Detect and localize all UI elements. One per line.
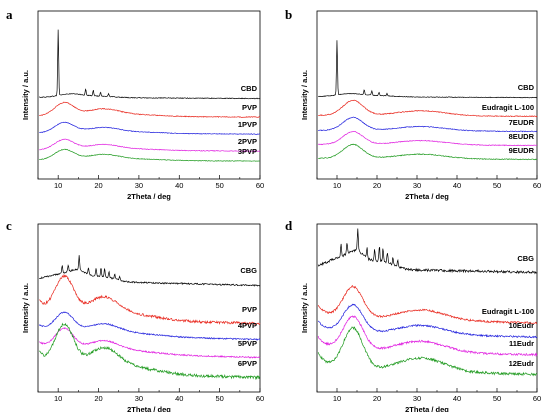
series-line: [39, 121, 261, 135]
x-tick-label: 40: [175, 181, 183, 190]
series-line: [317, 228, 538, 275]
series-line: [39, 322, 261, 381]
x-axis-label: 2Theta / deg: [405, 405, 449, 412]
series-label: CBG: [517, 254, 534, 263]
x-tick-label: 50: [215, 181, 223, 190]
series-label: Eudragit L-100: [482, 307, 534, 316]
y-axis-label: Intensity / a.u.: [21, 70, 30, 120]
series-label: CBG: [240, 266, 257, 275]
y-axis-label: Intensity / a.u.: [21, 283, 30, 333]
x-tick-label: 50: [215, 394, 223, 403]
series-line: [39, 273, 261, 326]
x-tick-label: 60: [533, 181, 541, 190]
y-axis-label: Intensity / a.u.: [300, 70, 309, 120]
y-axis-label: Intensity / a.u.: [300, 283, 309, 333]
series-line: [318, 99, 538, 118]
plot-frame: [316, 223, 538, 393]
panel-letter: d: [285, 218, 293, 233]
x-tick-label: 20: [94, 394, 102, 403]
series-line: [39, 255, 261, 287]
x-tick-label: 30: [135, 181, 143, 190]
series-label: 12Eudr: [509, 359, 535, 368]
x-tick-label: 50: [493, 181, 501, 190]
plot-frame: [37, 223, 261, 393]
series-label: Eudragit L-100: [482, 103, 534, 112]
x-tick-label: 60: [256, 181, 264, 190]
series-label: 10Eudr: [509, 321, 535, 330]
x-tick-label: 30: [135, 394, 143, 403]
series-line: [317, 40, 538, 99]
series-label: 6PVP: [238, 359, 257, 368]
series-line: [318, 116, 538, 133]
panel-letter: b: [285, 7, 292, 22]
series-line: [317, 315, 538, 358]
x-tick-label: 20: [373, 181, 381, 190]
series-label: 3PVP: [238, 147, 257, 156]
x-tick-label: 10: [54, 394, 62, 403]
x-tick-label: 60: [256, 394, 264, 403]
x-tick-label: 40: [453, 394, 461, 403]
panel-letter: c: [6, 218, 12, 233]
x-tick-label: 10: [333, 181, 341, 190]
x-tick-label: 40: [453, 181, 461, 190]
series-label: 5PVP: [238, 339, 257, 348]
x-tick-label: 20: [373, 394, 381, 403]
x-axis-label: 2Theta / deg: [405, 192, 449, 201]
x-tick-label: 30: [413, 181, 421, 190]
series-line: [38, 311, 261, 341]
x-tick-label: 30: [413, 394, 421, 403]
x-tick-label: 60: [533, 394, 541, 403]
series-line: [317, 285, 538, 325]
series-label: CBD: [241, 84, 258, 93]
panel-c: c 10 20 30 40 50 60 2Theta / deg Intensity / a.u…: [6, 218, 264, 412]
series-label: 9EUDR: [509, 146, 535, 155]
series-label: 11Eudr: [509, 339, 534, 348]
panel-letter: a: [6, 7, 13, 22]
series-line: [39, 101, 261, 118]
x-tick-label: 40: [175, 394, 183, 403]
series-line: [39, 138, 261, 152]
x-tick-label: 50: [493, 394, 501, 403]
x-tick-label: 10: [333, 394, 341, 403]
series-label: PVP: [242, 103, 257, 112]
plot-frame: [316, 10, 538, 180]
series-label: CBD: [518, 83, 535, 92]
series-line: [317, 131, 538, 147]
series-label: 1PVP: [238, 120, 257, 129]
series-label: 8EUDR: [509, 132, 535, 141]
x-tick-label: 20: [94, 181, 102, 190]
series-line: [39, 148, 261, 162]
x-axis-label: 2Theta / deg: [127, 405, 171, 412]
plot-frame: [37, 10, 261, 180]
x-tick-label: 10: [54, 181, 62, 190]
panel-d: d 10 20 30 40 50 60 2Theta / deg Intensity / a.u…: [285, 218, 541, 412]
series-line: [318, 143, 538, 161]
panel-b: b 10 20 30 40 50 60 2Theta / deg Intensity / a.u…: [285, 7, 541, 201]
x-axis-label: 2Theta / deg: [127, 192, 171, 201]
series-line: [39, 327, 261, 359]
series-line: [39, 29, 261, 100]
series-label: 7EUDR: [509, 118, 535, 127]
panel-a: a 10 20 30 40 50 60 2Theta / deg Intensity / a.u…: [6, 7, 264, 201]
series-label: 2PVP: [238, 137, 257, 146]
series-line: [317, 326, 538, 377]
series-label: PVP: [242, 305, 257, 314]
series-line: [317, 303, 538, 339]
series-label: 4PVP: [238, 321, 257, 330]
